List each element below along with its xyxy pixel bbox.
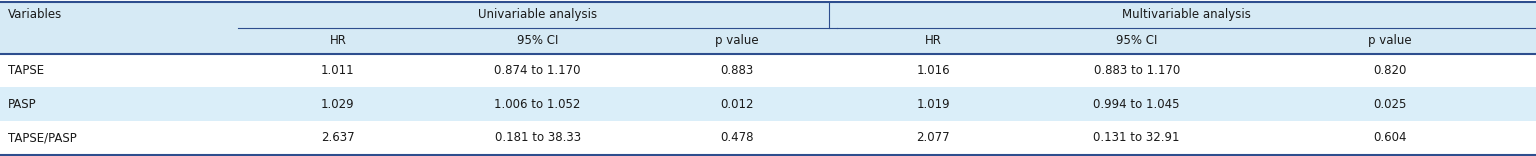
Text: HR: HR bbox=[330, 34, 346, 47]
Text: 1.019: 1.019 bbox=[917, 98, 949, 110]
Text: 0.012: 0.012 bbox=[720, 98, 754, 110]
Text: Variables: Variables bbox=[8, 8, 61, 21]
Text: Multivariable analysis: Multivariable analysis bbox=[1123, 8, 1250, 21]
Text: TAPSE: TAPSE bbox=[8, 64, 45, 77]
Text: 0.604: 0.604 bbox=[1373, 131, 1407, 144]
Bar bbox=[0, 54, 1536, 87]
Text: 2.637: 2.637 bbox=[321, 131, 355, 144]
Text: p value: p value bbox=[716, 34, 759, 47]
Text: 1.029: 1.029 bbox=[321, 98, 355, 110]
Text: 1.016: 1.016 bbox=[917, 64, 949, 77]
Text: 95% CI: 95% CI bbox=[1117, 34, 1157, 47]
Text: 1.006 to 1.052: 1.006 to 1.052 bbox=[495, 98, 581, 110]
Text: 0.883: 0.883 bbox=[720, 64, 754, 77]
Text: 95% CI: 95% CI bbox=[518, 34, 558, 47]
Text: 0.874 to 1.170: 0.874 to 1.170 bbox=[495, 64, 581, 77]
Text: TAPSE/PASP: TAPSE/PASP bbox=[8, 131, 77, 144]
Text: 0.820: 0.820 bbox=[1373, 64, 1407, 77]
Text: 1.011: 1.011 bbox=[321, 64, 355, 77]
Bar bbox=[0, 121, 1536, 154]
Text: PASP: PASP bbox=[8, 98, 37, 110]
Text: 0.994 to 1.045: 0.994 to 1.045 bbox=[1094, 98, 1180, 110]
Text: 0.883 to 1.170: 0.883 to 1.170 bbox=[1094, 64, 1180, 77]
Text: p value: p value bbox=[1369, 34, 1412, 47]
Text: 0.478: 0.478 bbox=[720, 131, 754, 144]
Text: 0.025: 0.025 bbox=[1373, 98, 1407, 110]
Text: 0.181 to 38.33: 0.181 to 38.33 bbox=[495, 131, 581, 144]
Bar bbox=[0, 87, 1536, 121]
Text: 0.131 to 32.91: 0.131 to 32.91 bbox=[1094, 131, 1180, 144]
Text: Univariable analysis: Univariable analysis bbox=[478, 8, 598, 21]
Text: 2.077: 2.077 bbox=[917, 131, 949, 144]
Text: HR: HR bbox=[925, 34, 942, 47]
